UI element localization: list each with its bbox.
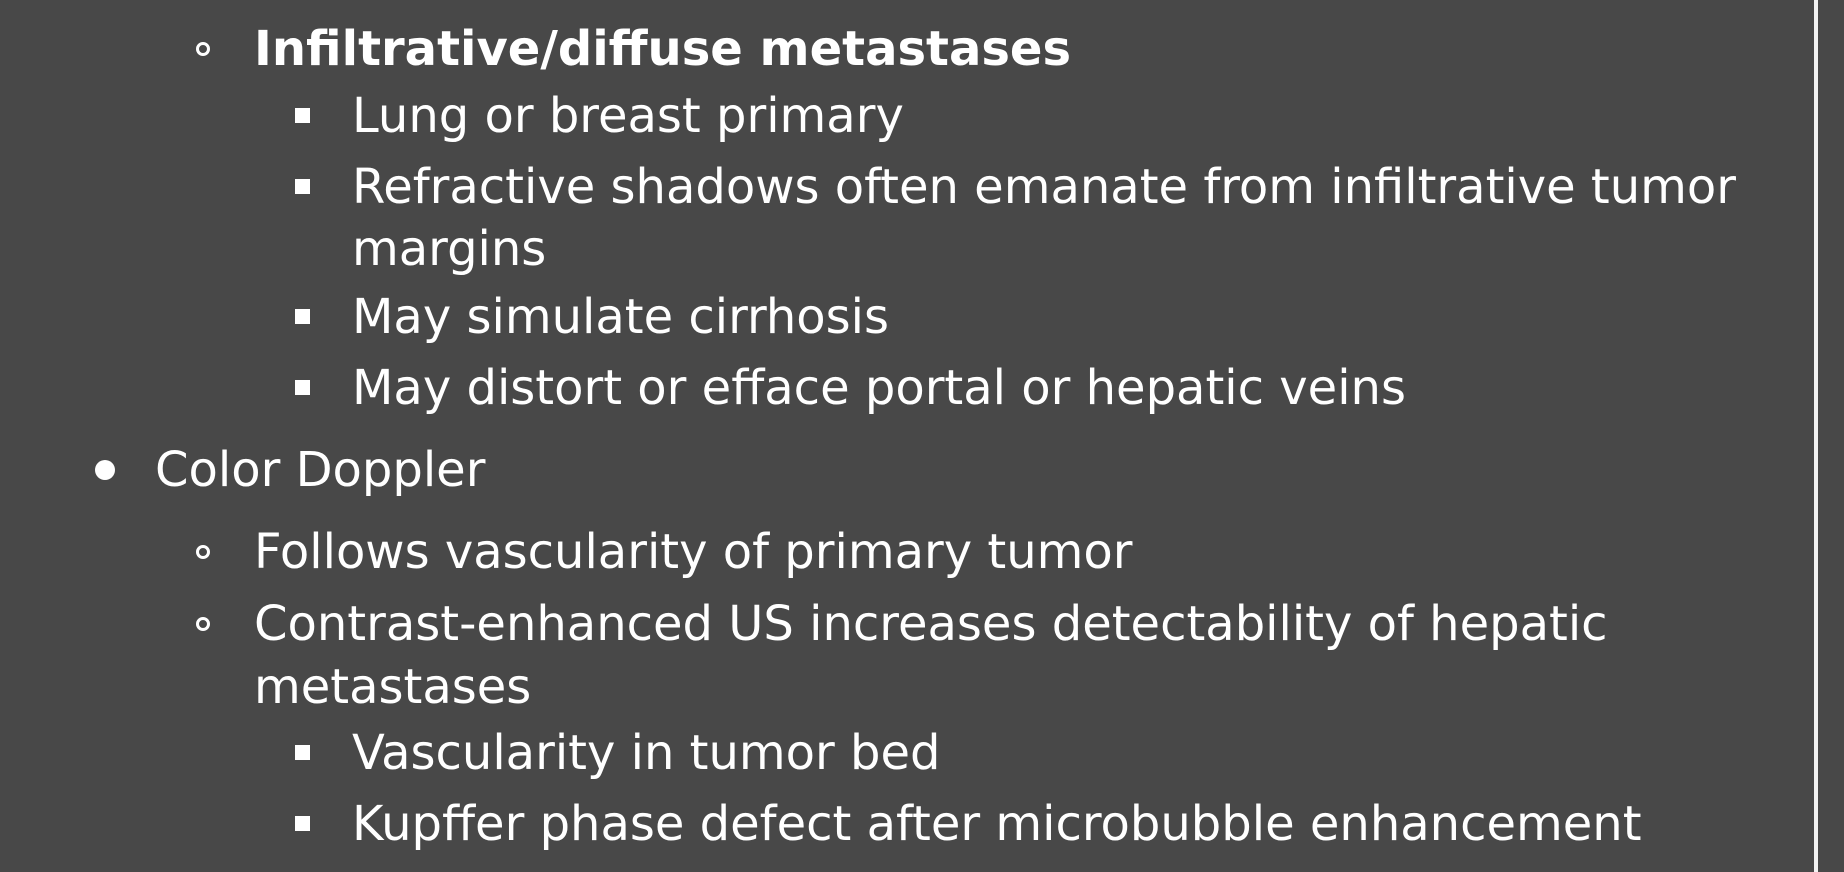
scrollbar[interactable] <box>1814 0 1818 872</box>
list-item-text: May distort or efface portal or hepatic … <box>352 360 1406 416</box>
list-item-text: metastases <box>254 659 532 715</box>
filled-dot-bullet-icon <box>95 460 115 480</box>
square-bullet-icon <box>295 745 310 760</box>
square-bullet-icon <box>295 108 310 123</box>
square-bullet-icon <box>295 179 310 194</box>
square-bullet-icon <box>295 380 310 395</box>
square-bullet-icon <box>295 309 310 324</box>
list-item-text: margins <box>352 221 547 277</box>
list-item-text: Refractive shadows often emanate from in… <box>352 159 1737 215</box>
list-item-text: Color Doppler <box>155 442 486 498</box>
square-bullet-icon <box>295 816 310 831</box>
list-item-text: Infiltrative/diffuse metastases <box>254 21 1072 77</box>
list-item-text: Lung or breast primary <box>352 88 904 144</box>
list-item-text: Vascularity in tumor bed <box>352 725 941 781</box>
hollow-circle-bullet-icon <box>196 545 210 559</box>
hollow-circle-bullet-icon <box>196 617 210 631</box>
list-item-text: Follows vascularity of primary tumor <box>254 524 1133 580</box>
list-item-text: Kupffer phase defect after microbubble e… <box>352 796 1642 852</box>
list-item-text: Contrast-enhanced US increases detectabi… <box>254 596 1608 652</box>
hollow-circle-bullet-icon <box>196 42 210 56</box>
list-item-text: May simulate cirrhosis <box>352 289 890 345</box>
